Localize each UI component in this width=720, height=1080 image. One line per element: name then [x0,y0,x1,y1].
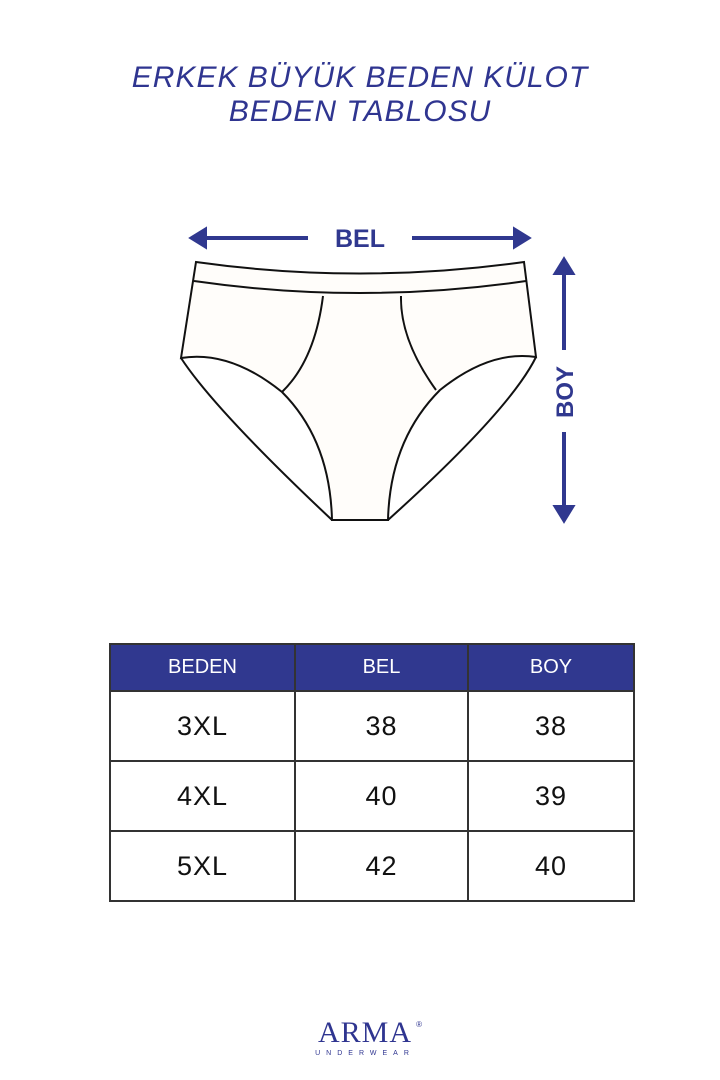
cell-length: 38 [467,690,635,762]
header-size: BEDEN [109,643,296,692]
page-title: ERKEK BÜYÜK BEDEN KÜLOT [131,61,589,94]
height-label: BOY [552,366,579,418]
brand-subtitle: UNDERWEAR [315,1050,415,1057]
cell-waist: 38 [294,690,469,762]
table-row: 5XL 42 40 [109,830,635,902]
cell-length: 40 [467,830,635,902]
registered-mark: ® [416,1020,422,1029]
cell-waist: 40 [294,760,469,832]
cell-size: 4XL [109,760,296,832]
cell-waist: 42 [294,830,469,902]
header-waist: BEL [294,643,469,692]
width-label: BEL [335,225,385,253]
cell-size: 3XL [109,690,296,762]
brand-name: ARMA [317,1016,412,1049]
brand-logo: ARMA ® UNDERWEAR [300,1016,430,1058]
table-row: 3XL 38 38 [109,690,635,762]
cell-size: 5XL [109,830,296,902]
height-arrow [552,256,576,524]
header-length: BOY [467,643,635,692]
garment-diagram: BEL BOY [179,225,579,524]
page-subtitle: BEDEN TABLOSU [228,95,492,128]
width-arrow [188,226,532,250]
table-row: 4XL 40 39 [109,760,635,832]
briefs-illustration [179,260,538,521]
cell-length: 39 [467,760,635,832]
table-header-row: BEDEN BEL BOY [109,643,635,692]
size-table: BEDEN BEL BOY 3XL 38 38 4XL 40 39 5XL 42… [109,643,635,902]
